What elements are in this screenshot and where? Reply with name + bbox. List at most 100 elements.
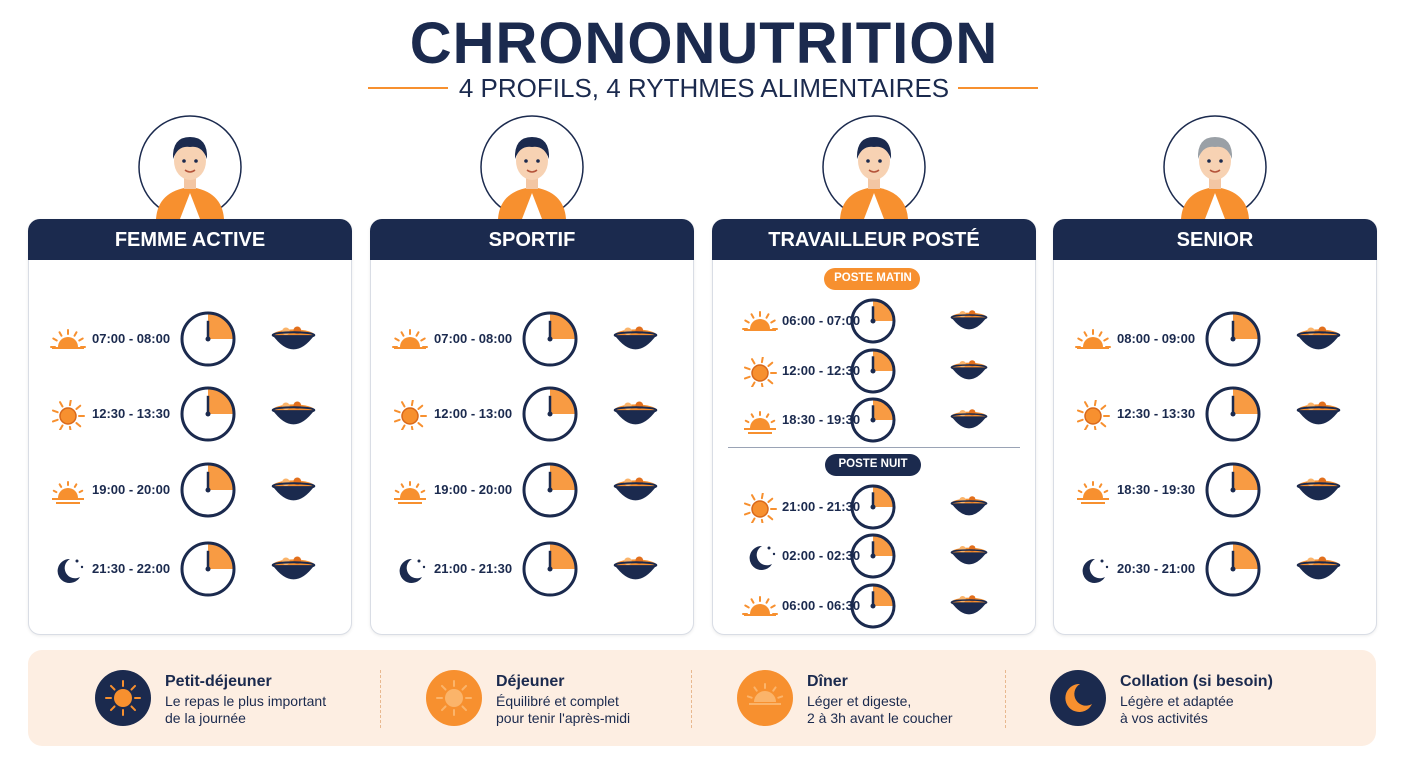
time-icon-part — [59, 424, 64, 430]
food-icon-part — [959, 410, 966, 417]
food-icon — [950, 496, 988, 516]
food-icon-part — [1296, 556, 1340, 580]
clock-part — [205, 411, 211, 417]
food-icon-part — [272, 410, 314, 425]
legend-icon-part — [114, 689, 132, 707]
food-icon-part — [1306, 327, 1315, 336]
clock-part — [208, 543, 234, 569]
avatar-part — [526, 169, 538, 173]
clock-part — [870, 318, 876, 324]
time-icon — [51, 400, 85, 430]
legend-icon-part — [109, 684, 116, 691]
clock — [180, 462, 236, 518]
food-icon-part — [950, 545, 988, 565]
time-icon-part — [394, 489, 400, 494]
food-icon-part — [950, 364, 988, 371]
time-icon — [1075, 329, 1111, 349]
time-icon-part — [1076, 418, 1084, 423]
meal-time: 12:30 - 13:30 — [1117, 406, 1196, 421]
food-icon — [1296, 477, 1340, 501]
time-icon-part — [751, 494, 756, 501]
food-icon-part — [614, 410, 656, 425]
food-icon-part — [1296, 482, 1340, 490]
food-icon-part — [959, 311, 966, 318]
meal-time: 21:30 - 22:00 — [92, 561, 171, 576]
time-icon-part — [393, 409, 401, 414]
time-icon-part — [400, 331, 405, 337]
time-icon-part — [52, 337, 58, 342]
legend-icon — [737, 670, 793, 726]
clock-part — [1233, 388, 1259, 414]
time-icon-part — [417, 559, 421, 563]
food-icon-part — [281, 557, 290, 566]
time-icon-part — [749, 545, 772, 570]
legend-text: Équilibré et complet — [496, 693, 619, 709]
food-icon-part — [272, 565, 314, 580]
time-icon-part — [743, 366, 751, 371]
legend-icon-part — [1065, 683, 1092, 712]
avatar-part — [1209, 169, 1221, 173]
legend-text: Léger et digeste, — [807, 693, 912, 709]
time-icon-part — [394, 337, 400, 342]
food-icon-part — [272, 335, 314, 350]
clock-part — [1233, 313, 1259, 339]
time-icon-part — [58, 331, 63, 337]
meal-time: 07:00 - 08:00 — [434, 331, 513, 346]
food-icon-part — [1296, 326, 1340, 350]
meal-time: 21:00 - 21:30 — [782, 499, 861, 514]
food-icon — [1296, 401, 1340, 425]
clock-part — [873, 535, 894, 556]
time-icon-part — [1100, 559, 1104, 563]
time-icon-part — [751, 381, 756, 387]
time-icon-part — [744, 604, 750, 609]
legend-icon-part — [777, 695, 784, 699]
time-icon-part — [751, 364, 769, 382]
time-icon-part — [417, 404, 424, 410]
legend-icon-part — [130, 705, 137, 712]
time-icon — [1082, 558, 1109, 583]
legend-icon-part — [461, 684, 468, 691]
profile-title: SENIOR — [1176, 229, 1254, 251]
clock-part — [547, 411, 553, 417]
clock-part — [1205, 541, 1261, 597]
clock-part — [1230, 566, 1236, 572]
legend-band — [28, 650, 1376, 746]
shift-label: POSTE NUIT — [838, 458, 908, 470]
meal-time: 18:30 - 19:30 — [782, 412, 861, 427]
legend-icon — [95, 670, 151, 726]
time-icon-part — [743, 502, 751, 507]
time-icon-part — [1077, 489, 1083, 494]
meal-time: 20:30 - 21:00 — [1117, 561, 1196, 576]
legend-icon-part — [130, 684, 137, 691]
clock-part — [1230, 411, 1236, 417]
time-icon-part — [1083, 337, 1103, 347]
legend-title: Petit-déjeuner — [165, 673, 272, 690]
meal-time: 08:00 - 09:00 — [1117, 331, 1196, 346]
clock-part — [547, 336, 553, 342]
clock-part — [1233, 543, 1259, 569]
clock — [180, 386, 236, 442]
meal-time: 21:00 - 21:30 — [434, 561, 513, 576]
shift-label: POSTE MATIN — [834, 272, 912, 284]
time-icon-part — [73, 483, 78, 488]
time-icon-part — [770, 319, 776, 324]
clock — [522, 462, 578, 518]
food-icon-part — [959, 596, 966, 603]
time-icon — [742, 596, 778, 616]
legend-icon — [1050, 670, 1106, 726]
time-icon-part — [770, 419, 776, 424]
food-icon-part — [951, 317, 987, 330]
time-icon-part — [1084, 424, 1089, 430]
clock-part — [850, 298, 896, 344]
time-icon-part — [770, 604, 776, 609]
avatar-part — [864, 193, 884, 219]
food-icon-part — [281, 327, 290, 336]
food-icon — [950, 360, 988, 380]
time-icon-part — [750, 598, 755, 604]
food-icon-part — [950, 409, 988, 429]
meal-time: 07:00 - 08:00 — [92, 331, 171, 346]
time-icon — [743, 357, 777, 387]
subtitle-rule — [368, 87, 448, 89]
meal-time: 06:00 - 07:00 — [782, 313, 861, 328]
food-icon-part — [1297, 335, 1339, 350]
